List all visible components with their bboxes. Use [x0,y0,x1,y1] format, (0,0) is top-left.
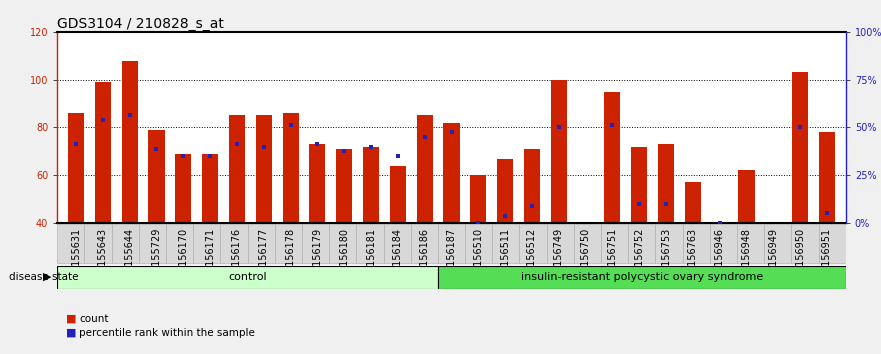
Bar [389,166,406,319]
FancyBboxPatch shape [248,224,275,263]
Point [150,146,164,152]
FancyBboxPatch shape [683,224,710,263]
Point [310,141,324,147]
FancyBboxPatch shape [737,224,764,263]
Bar [578,259,594,319]
FancyBboxPatch shape [520,224,547,263]
Point [471,220,485,226]
Bar [658,144,674,319]
Bar [524,149,540,319]
FancyBboxPatch shape [818,224,846,263]
Point [284,122,298,128]
Point [739,225,753,231]
Point [685,225,700,231]
Point [445,129,459,135]
Text: ■: ■ [66,328,77,338]
Point [633,201,647,207]
Point [766,230,781,235]
FancyBboxPatch shape [764,224,791,263]
Bar [497,159,514,319]
FancyBboxPatch shape [574,224,601,263]
Text: ■: ■ [66,314,77,324]
Point [659,201,673,207]
FancyBboxPatch shape [166,224,193,263]
FancyBboxPatch shape [710,224,737,263]
Point [605,122,619,128]
FancyBboxPatch shape [547,224,574,263]
Text: percentile rank within the sample: percentile rank within the sample [79,328,255,338]
FancyBboxPatch shape [85,224,112,263]
Point [552,125,566,130]
Bar [604,92,620,319]
Point [69,141,83,147]
Point [820,211,834,216]
FancyBboxPatch shape [57,266,438,289]
Text: control: control [228,272,267,282]
FancyBboxPatch shape [57,224,85,263]
Text: count: count [79,314,108,324]
Bar [68,113,84,319]
Bar [229,115,245,319]
Point [364,144,378,149]
FancyBboxPatch shape [438,266,846,289]
Bar [122,61,137,319]
Point [579,237,593,242]
FancyBboxPatch shape [465,224,492,263]
Point [256,144,270,149]
Point [713,220,727,226]
Bar [95,82,111,319]
FancyBboxPatch shape [356,224,383,263]
Bar [551,80,566,319]
Point [525,204,539,209]
FancyBboxPatch shape [628,224,655,263]
FancyBboxPatch shape [112,224,139,263]
Bar [766,259,781,319]
FancyBboxPatch shape [383,224,411,263]
Bar [337,149,352,319]
Bar [309,144,325,319]
Bar [202,154,218,319]
FancyBboxPatch shape [601,224,628,263]
FancyBboxPatch shape [655,224,683,263]
Bar [738,171,754,319]
Point [176,153,190,159]
Point [793,125,807,130]
Point [122,113,137,118]
Point [230,141,244,147]
FancyBboxPatch shape [220,224,248,263]
Bar [363,147,379,319]
Point [498,213,512,219]
Text: disease state: disease state [9,272,78,282]
Point [418,134,432,140]
Point [337,149,352,154]
Point [391,153,405,159]
FancyBboxPatch shape [193,224,220,263]
Bar [149,130,165,319]
Bar [255,115,272,319]
FancyBboxPatch shape [411,224,438,263]
Text: GDS3104 / 210828_s_at: GDS3104 / 210828_s_at [57,17,224,31]
Bar [685,182,701,319]
Text: ▶: ▶ [42,272,51,282]
Bar [712,242,728,319]
FancyBboxPatch shape [791,224,818,263]
Bar [283,113,299,319]
FancyBboxPatch shape [438,224,465,263]
Bar [470,175,486,319]
FancyBboxPatch shape [139,224,166,263]
Bar [819,132,835,319]
Bar [175,154,191,319]
FancyBboxPatch shape [275,224,302,263]
Text: insulin-resistant polycystic ovary syndrome: insulin-resistant polycystic ovary syndr… [521,272,763,282]
Bar [417,115,433,319]
FancyBboxPatch shape [329,224,356,263]
Bar [443,123,460,319]
Bar [792,73,808,319]
FancyBboxPatch shape [302,224,329,263]
Point [204,153,218,159]
FancyBboxPatch shape [492,224,520,263]
Point [96,118,110,123]
Bar [631,147,648,319]
